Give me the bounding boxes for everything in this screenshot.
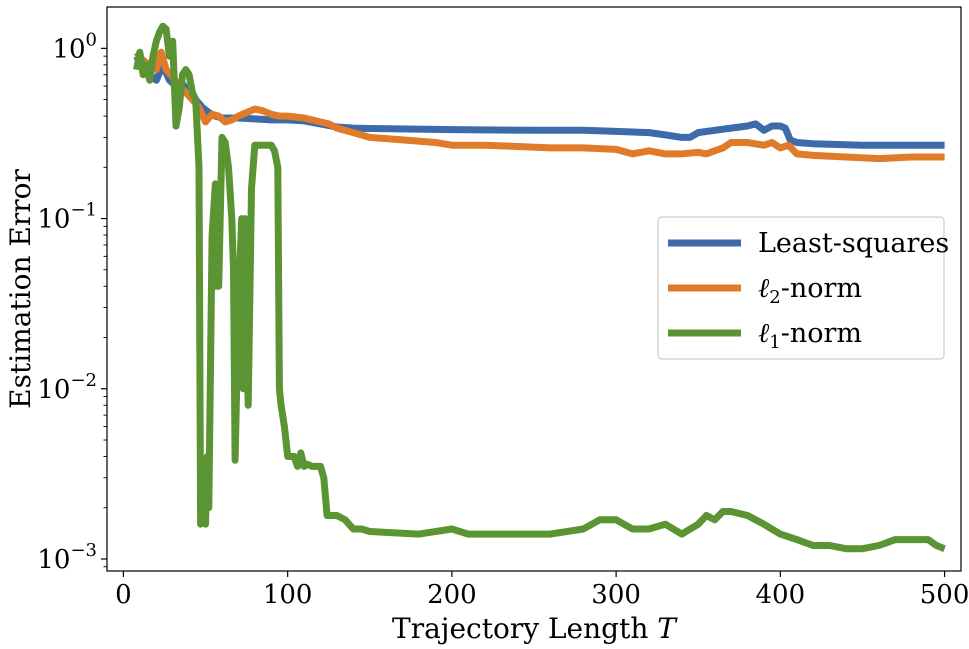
legend-label-1: Least-squares	[758, 228, 949, 259]
x-axis: 0 100 200 300 400 500	[115, 571, 969, 610]
legend-items: Least-squares ℓ2-norm ℓ1-norm	[668, 228, 949, 353]
legend-box	[657, 216, 945, 360]
x-axis-label: Trajectory Length T	[392, 612, 678, 645]
x-tick-label: 0	[115, 580, 132, 610]
legend-label-2: ℓ2-norm	[758, 273, 862, 308]
series-line-3	[133, 22, 946, 553]
y-tick-label: 100	[52, 29, 97, 64]
y-axis: 100 10−1 10−2 10−3	[37, 29, 107, 575]
plot-frame	[106, 6, 962, 572]
x-tick-label: 100	[263, 580, 313, 610]
legend: Least-squares ℓ2-norm ℓ1-norm	[657, 216, 949, 360]
x-tick-label: 400	[756, 580, 806, 610]
x-tick-label: 500	[920, 580, 969, 610]
legend-label-3: ℓ1-norm	[758, 318, 862, 353]
y-tick-label: 10−3	[37, 540, 97, 575]
x-tick-label: 200	[427, 580, 477, 610]
series-layer	[133, 22, 946, 553]
y-axis-label: Estimation Error	[4, 169, 37, 409]
y-tick-label: 10−2	[37, 370, 97, 405]
x-tick-label: 300	[591, 580, 641, 610]
y-tick-label: 10−1	[37, 200, 97, 235]
